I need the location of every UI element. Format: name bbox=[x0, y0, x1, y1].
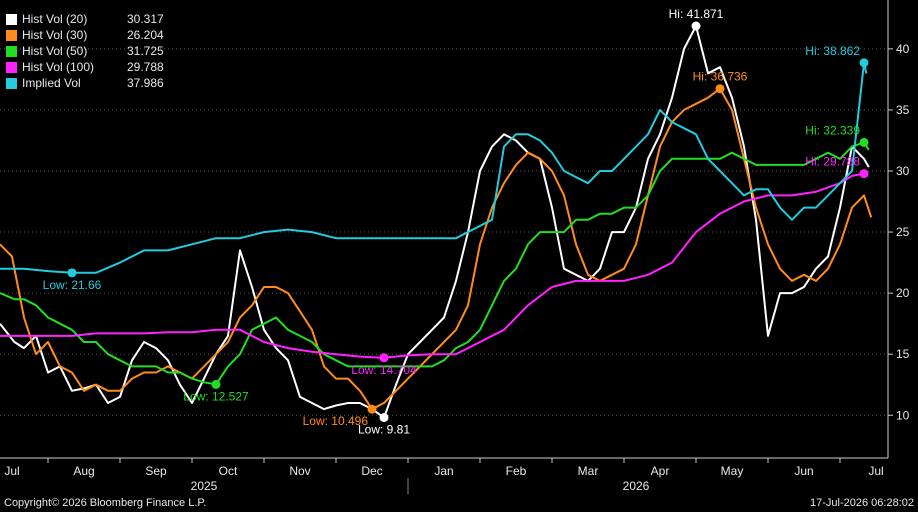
legend-swatch bbox=[6, 13, 17, 25]
x-tick-label-11: Jun bbox=[794, 464, 813, 478]
year-label-2025: 2025 bbox=[191, 479, 218, 493]
annotation-marker-5 bbox=[211, 379, 221, 389]
x-tick-label-0: Jul bbox=[4, 464, 19, 478]
annotation-label-2: Hi: 36.736 bbox=[693, 70, 748, 84]
year-label-2026: 2026 bbox=[623, 479, 650, 493]
x-tick-label-10: May bbox=[721, 464, 744, 478]
annotation-label-9: Low: 21.66 bbox=[43, 278, 102, 292]
x-tick-label-9: Apr bbox=[651, 464, 670, 478]
legend-last-value: 37.986 bbox=[127, 76, 164, 90]
y-tick-label-15: 15 bbox=[896, 347, 910, 361]
legend-swatch bbox=[6, 61, 17, 73]
grid-lines bbox=[0, 48, 888, 416]
legend-last-value: 30.317 bbox=[127, 12, 164, 26]
copyright-text: Copyright© 2026 Bloomberg Finance L.P. bbox=[4, 497, 207, 509]
annotation-marker-0 bbox=[691, 21, 701, 31]
annotation-labels: Hi: 41.871 Low: 9.81 Hi: 36.736 Low: 10.496… bbox=[43, 7, 861, 437]
annotation-label-0: Hi: 41.871 bbox=[669, 7, 724, 21]
x-tick-label-6: Jan bbox=[434, 464, 453, 478]
chart-legend: Hist Vol (20) 30.317 Hist Vol (30) 26.204 Hi… bbox=[6, 11, 164, 91]
legend-series-name: Implied Vol bbox=[22, 76, 81, 90]
annotation-marker-9 bbox=[67, 268, 77, 278]
legend-entry: Hist Vol (50) 31.725 bbox=[6, 43, 164, 59]
legend-entry: Hist Vol (100) 29.788 bbox=[6, 59, 164, 75]
annotation-label-1: Low: 9.81 bbox=[358, 423, 410, 437]
legend-swatch bbox=[6, 29, 17, 41]
x-tick-label-5: Dec bbox=[361, 464, 382, 478]
annotation-marker-1 bbox=[379, 413, 389, 423]
annotation-label-3: Low: 10.496 bbox=[303, 414, 369, 428]
annotation-label-7: Low: 14.704 bbox=[351, 363, 417, 377]
footer: Copyright© 2026 Bloomberg Finance L.P. 1… bbox=[0, 494, 918, 512]
annotation-markers bbox=[67, 21, 869, 423]
series-line-0 bbox=[0, 25, 870, 419]
x-tick-label-12: Jul bbox=[868, 464, 883, 478]
y-tick-label-25: 25 bbox=[896, 225, 910, 239]
legend-swatch bbox=[6, 45, 17, 57]
timestamp-text: 17-Jul-2026 06:28:02 bbox=[810, 497, 914, 509]
annotation-marker-6 bbox=[859, 169, 869, 179]
annotation-label-6: Hi: 29.788 bbox=[805, 155, 860, 169]
x-tick-label-2: Sep bbox=[145, 464, 167, 478]
x-tick-label-3: Oct bbox=[219, 464, 238, 478]
y-tick-label-30: 30 bbox=[896, 164, 910, 178]
legend-swatch bbox=[6, 77, 17, 89]
x-tick-label-1: Aug bbox=[73, 464, 94, 478]
series-lines bbox=[0, 25, 873, 419]
y-tick-label-40: 40 bbox=[896, 42, 910, 56]
annotation-marker-4 bbox=[859, 137, 869, 147]
series-line-3 bbox=[0, 172, 865, 359]
legend-entry: Implied Vol 37.986 bbox=[6, 75, 164, 91]
y-tick-label-10: 10 bbox=[896, 408, 910, 422]
legend-last-value: 26.204 bbox=[127, 28, 164, 42]
legend-series-name: Hist Vol (50) bbox=[22, 44, 88, 58]
legend-series-name: Hist Vol (20) bbox=[22, 12, 88, 26]
legend-series-name: Hist Vol (30) bbox=[22, 28, 88, 42]
x-tick-label-7: Feb bbox=[506, 464, 527, 478]
annotation-label-4: Hi: 32.339 bbox=[805, 123, 860, 137]
legend-last-value: 29.788 bbox=[127, 60, 164, 74]
legend-last-value: 31.725 bbox=[127, 44, 164, 58]
x-tick-label-8: Mar bbox=[578, 464, 599, 478]
y-tick-label-35: 35 bbox=[896, 103, 910, 117]
annotation-marker-7 bbox=[379, 353, 389, 363]
legend-entry: Hist Vol (20) 30.317 bbox=[6, 11, 164, 27]
series-line-4 bbox=[0, 61, 868, 274]
y-tick-label-20: 20 bbox=[896, 286, 910, 300]
annotation-marker-3 bbox=[367, 404, 377, 414]
annotation-label-8: Hi: 38.862 bbox=[805, 44, 860, 58]
annotation-label-5: Low: 12.527 bbox=[183, 389, 249, 403]
legend-entry: Hist Vol (30) 26.204 bbox=[6, 27, 164, 43]
annotation-marker-8 bbox=[859, 58, 869, 68]
legend-series-name: Hist Vol (100) bbox=[22, 60, 95, 74]
annotation-marker-2 bbox=[715, 84, 725, 94]
series-line-1 bbox=[0, 87, 873, 411]
series-line-2 bbox=[0, 141, 870, 386]
x-tick-label-4: Nov bbox=[289, 464, 310, 478]
